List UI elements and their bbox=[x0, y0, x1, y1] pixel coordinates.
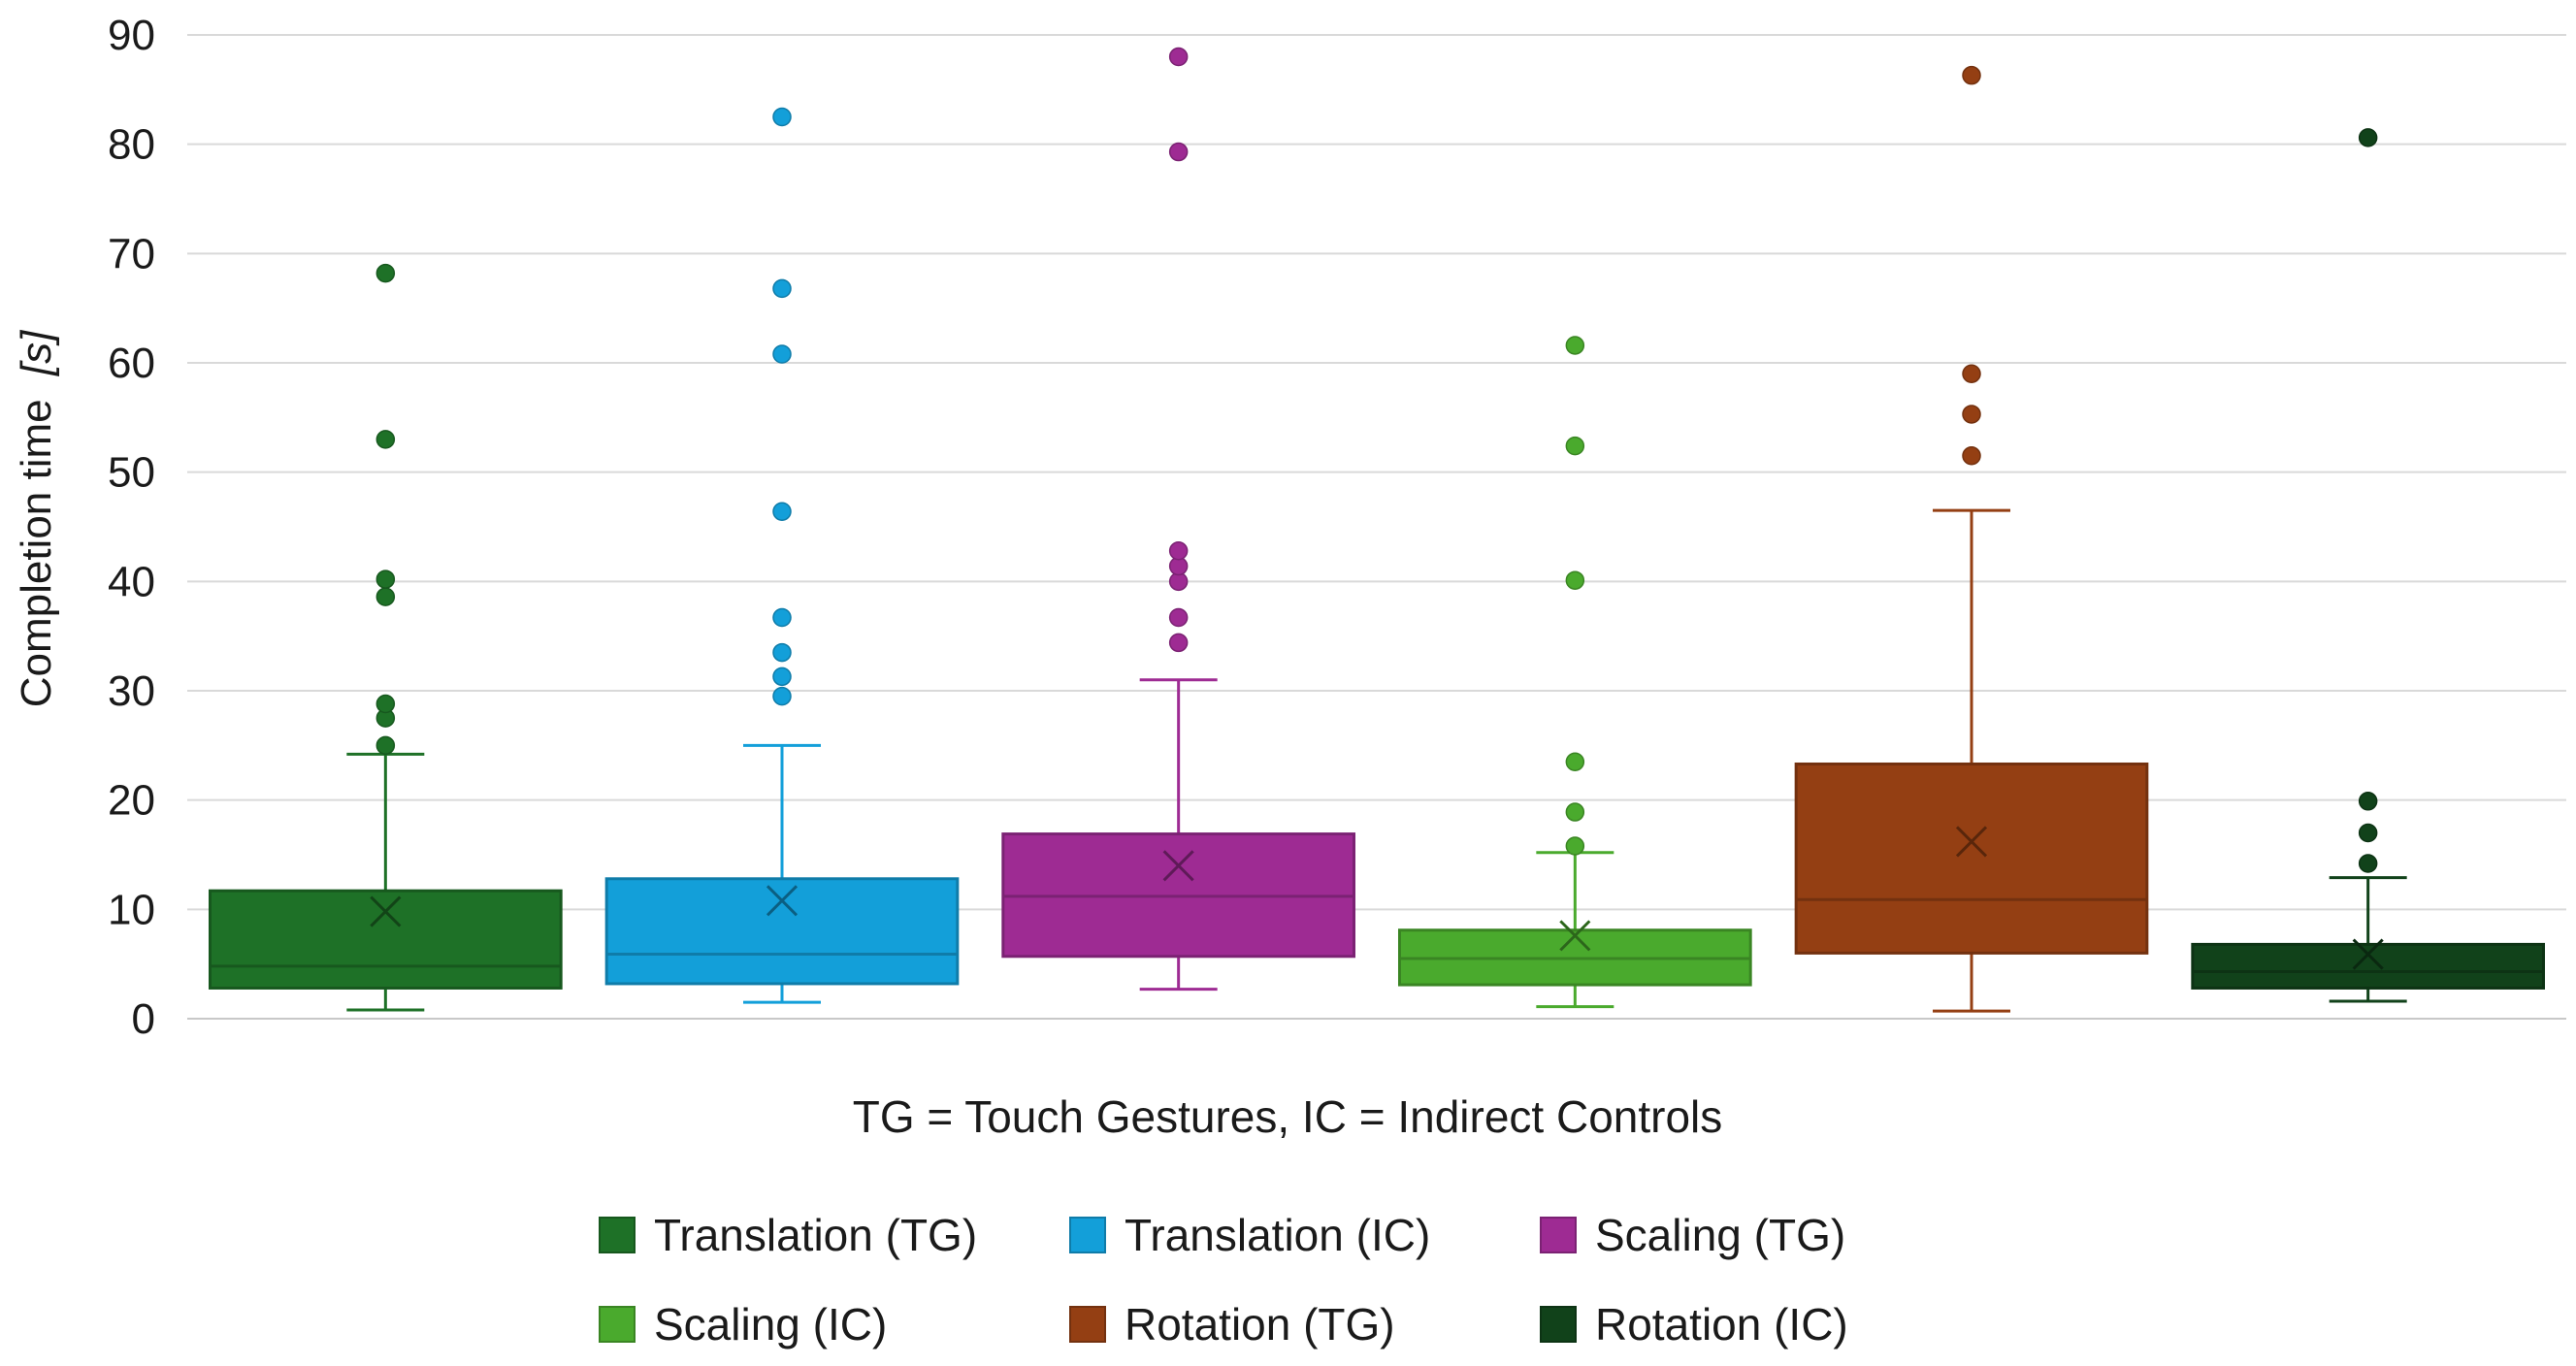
outlier-point bbox=[375, 569, 396, 589]
box-series-6 bbox=[2191, 128, 2546, 1003]
outlier-point bbox=[1168, 142, 1189, 162]
outlier-point bbox=[1168, 541, 1189, 561]
outlier-point bbox=[2358, 128, 2378, 147]
box-series bbox=[208, 47, 2546, 1013]
x-axis-label: TG = Touch Gestures, IC = Indirect Contr… bbox=[853, 1091, 1723, 1142]
mean-marker bbox=[370, 895, 402, 927]
y-tick-label: 10 bbox=[108, 886, 155, 933]
iqr-box bbox=[604, 877, 960, 986]
legend-item-5: Rotation (TG) bbox=[1069, 1299, 1395, 1350]
y-axis-label-text: Completion time bbox=[13, 399, 60, 707]
y-tick-label: 80 bbox=[108, 121, 155, 169]
legend-swatch bbox=[1540, 1306, 1577, 1343]
outlier-point bbox=[772, 642, 792, 663]
y-tick-label: 60 bbox=[108, 340, 155, 387]
legend-label: Translation (TG) bbox=[654, 1210, 977, 1260]
outlier-point bbox=[1565, 802, 1585, 822]
legend-swatch bbox=[599, 1306, 636, 1343]
box-series-1 bbox=[208, 263, 563, 1012]
legend-item-1: Translation (TG) bbox=[599, 1210, 977, 1260]
legend-item-2: Translation (IC) bbox=[1069, 1210, 1430, 1260]
outlier-point bbox=[1565, 752, 1585, 771]
legend-swatch bbox=[1540, 1217, 1577, 1253]
legend-label: Rotation (IC) bbox=[1595, 1299, 1848, 1350]
outlier-point bbox=[772, 344, 792, 364]
legend-label: Scaling (IC) bbox=[654, 1299, 887, 1350]
gridlines bbox=[187, 34, 2566, 1020]
outlier-point bbox=[772, 607, 792, 628]
outlier-point bbox=[375, 694, 396, 714]
outlier-point bbox=[1168, 47, 1189, 67]
y-tick-label: 70 bbox=[108, 230, 155, 277]
y-axis-label-unit: [s] bbox=[13, 329, 60, 376]
outlier-point bbox=[1962, 65, 1981, 85]
y-tick-label: 90 bbox=[108, 12, 155, 59]
mean-marker bbox=[2352, 938, 2384, 970]
box-series-5 bbox=[1794, 65, 2149, 1013]
outlier-point bbox=[772, 107, 792, 127]
box-series-4 bbox=[1397, 336, 1752, 1009]
outlier-point bbox=[1168, 607, 1189, 628]
mean-marker bbox=[1559, 920, 1591, 952]
mean-marker bbox=[766, 885, 799, 917]
legend-swatch bbox=[599, 1217, 636, 1253]
legend-label: Translation (IC) bbox=[1125, 1210, 1430, 1260]
outlier-point bbox=[2358, 792, 2378, 811]
y-tick-label: 20 bbox=[108, 777, 155, 825]
outlier-point bbox=[1168, 633, 1189, 653]
outlier-point bbox=[1962, 405, 1981, 424]
outlier-point bbox=[772, 667, 792, 687]
box-series-2 bbox=[604, 107, 960, 1004]
box-series-3 bbox=[1001, 47, 1356, 992]
legend-swatch bbox=[1069, 1306, 1106, 1343]
y-axis-label: Completion time [s] bbox=[13, 329, 60, 707]
legend-label: Rotation (TG) bbox=[1125, 1299, 1395, 1350]
outlier-point bbox=[1565, 436, 1585, 456]
outlier-point bbox=[1565, 570, 1585, 590]
iqr-box bbox=[2191, 942, 2546, 990]
y-tick-label: 50 bbox=[108, 449, 155, 497]
outlier-point bbox=[1565, 336, 1585, 355]
outlier-point bbox=[375, 263, 396, 283]
outlier-point bbox=[375, 587, 396, 606]
y-tick-label: 0 bbox=[132, 995, 155, 1043]
y-axis-tick-labels: 0 10 20 30 40 50 60 70 80 90 bbox=[108, 12, 155, 1043]
outlier-point bbox=[375, 735, 396, 756]
legend-label: Scaling (TG) bbox=[1595, 1210, 1845, 1260]
outlier-point bbox=[772, 686, 792, 706]
legend: Translation (TG) Translation (IC) Scaling … bbox=[599, 1210, 1848, 1350]
outlier-point bbox=[1565, 836, 1585, 856]
mean-marker bbox=[1162, 850, 1194, 882]
y-axis-title: Completion time [s] bbox=[13, 329, 60, 707]
legend-item-6: Rotation (IC) bbox=[1540, 1299, 1848, 1350]
outlier-point bbox=[772, 278, 792, 299]
outlier-point bbox=[2358, 854, 2378, 873]
iqr-box bbox=[208, 889, 563, 990]
outlier-point bbox=[1962, 446, 1981, 466]
outlier-point bbox=[375, 430, 396, 449]
mean-marker bbox=[1955, 826, 1988, 858]
y-tick-label: 30 bbox=[108, 667, 155, 715]
legend-swatch bbox=[1069, 1217, 1106, 1253]
outlier-point bbox=[2358, 823, 2378, 843]
outlier-point bbox=[772, 502, 792, 521]
y-tick-label: 40 bbox=[108, 558, 155, 605]
outlier-point bbox=[1962, 364, 1981, 384]
legend-item-4: Scaling (IC) bbox=[599, 1299, 887, 1350]
iqr-box bbox=[1794, 762, 2149, 955]
legend-item-3: Scaling (TG) bbox=[1540, 1210, 1845, 1260]
